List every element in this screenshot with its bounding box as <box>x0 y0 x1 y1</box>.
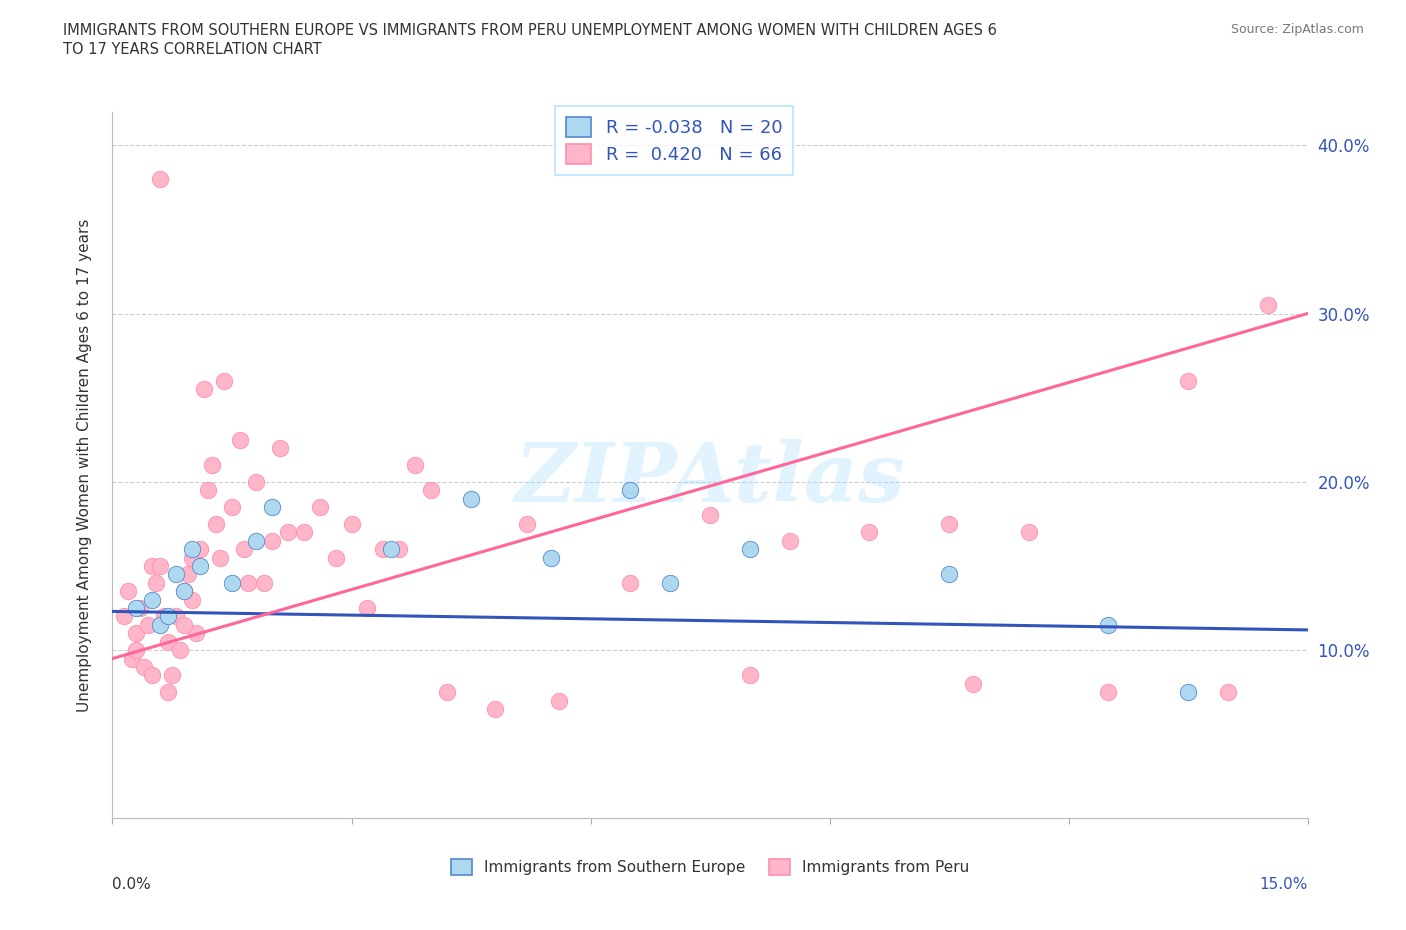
Point <box>738 668 761 683</box>
Point <box>938 516 960 531</box>
Legend: Immigrants from Southern Europe, Immigrants from Peru: Immigrants from Southern Europe, Immigra… <box>444 853 976 882</box>
Point <box>205 516 228 531</box>
Point <box>193 382 215 397</box>
Text: ZIPAtlas: ZIPAtlas <box>515 439 905 519</box>
Point <box>197 483 219 498</box>
Point <box>125 601 148 616</box>
Point <box>404 458 426 472</box>
Point <box>212 374 235 389</box>
Point <box>340 516 363 531</box>
Point <box>1177 684 1199 699</box>
Point <box>1097 684 1119 699</box>
Point <box>188 541 211 556</box>
Point <box>233 541 256 556</box>
Point <box>157 634 180 649</box>
Text: 15.0%: 15.0% <box>1260 877 1308 892</box>
Point <box>484 701 506 716</box>
Point <box>858 525 880 539</box>
Y-axis label: Unemployment Among Women with Children Ages 6 to 17 years: Unemployment Among Women with Children A… <box>77 219 91 711</box>
Point <box>356 601 378 616</box>
Point <box>1018 525 1040 539</box>
Point <box>292 525 315 539</box>
Point <box>388 541 411 556</box>
Text: Source: ZipAtlas.com: Source: ZipAtlas.com <box>1230 23 1364 36</box>
Point <box>619 483 641 498</box>
Point <box>129 601 152 616</box>
Point <box>460 491 482 506</box>
Point <box>149 171 172 186</box>
Point <box>325 551 347 565</box>
Point <box>738 541 761 556</box>
Point <box>121 651 143 666</box>
Point <box>125 643 148 658</box>
Point <box>186 626 208 641</box>
Point <box>516 516 538 531</box>
Point <box>619 576 641 591</box>
Text: TO 17 YEARS CORRELATION CHART: TO 17 YEARS CORRELATION CHART <box>63 42 322 57</box>
Point <box>149 618 172 632</box>
Point <box>181 592 204 607</box>
Point <box>188 559 211 574</box>
Point <box>245 533 267 548</box>
Point <box>165 609 187 624</box>
Point <box>277 525 299 539</box>
Point <box>173 618 195 632</box>
Point <box>229 432 252 447</box>
Point <box>162 668 183 683</box>
Text: 0.0%: 0.0% <box>112 877 152 892</box>
Point <box>245 474 267 489</box>
Point <box>141 592 163 607</box>
Point <box>138 618 160 632</box>
Point <box>117 584 139 599</box>
Point <box>420 483 443 498</box>
Point <box>699 508 721 523</box>
Point <box>173 584 195 599</box>
Point <box>269 441 291 456</box>
Point <box>125 626 148 641</box>
Point <box>153 609 176 624</box>
Point <box>938 567 960 582</box>
Point <box>253 576 276 591</box>
Point <box>157 684 180 699</box>
Point <box>373 541 395 556</box>
Point <box>169 643 191 658</box>
Point <box>1257 298 1279 312</box>
Point <box>436 684 458 699</box>
Point <box>141 559 163 574</box>
Point <box>149 559 172 574</box>
Point <box>1177 374 1199 389</box>
Point <box>173 584 195 599</box>
Point <box>779 533 801 548</box>
Text: IMMIGRANTS FROM SOUTHERN EUROPE VS IMMIGRANTS FROM PERU UNEMPLOYMENT AMONG WOMEN: IMMIGRANTS FROM SOUTHERN EUROPE VS IMMIG… <box>63 23 997 38</box>
Point <box>141 668 163 683</box>
Point <box>181 551 204 565</box>
Point <box>157 609 180 624</box>
Point <box>1097 618 1119 632</box>
Point <box>201 458 224 472</box>
Point <box>962 676 984 691</box>
Point <box>260 533 283 548</box>
Point <box>134 659 156 674</box>
Point <box>540 551 562 565</box>
Point <box>547 693 569 708</box>
Point <box>1216 684 1239 699</box>
Point <box>308 499 330 514</box>
Point <box>181 541 204 556</box>
Point <box>209 551 232 565</box>
Point <box>221 499 243 514</box>
Point <box>177 567 200 582</box>
Point <box>236 576 259 591</box>
Point <box>145 576 167 591</box>
Point <box>165 567 187 582</box>
Point <box>659 576 682 591</box>
Point <box>260 499 283 514</box>
Point <box>114 609 135 624</box>
Point <box>221 576 243 591</box>
Point <box>380 541 402 556</box>
